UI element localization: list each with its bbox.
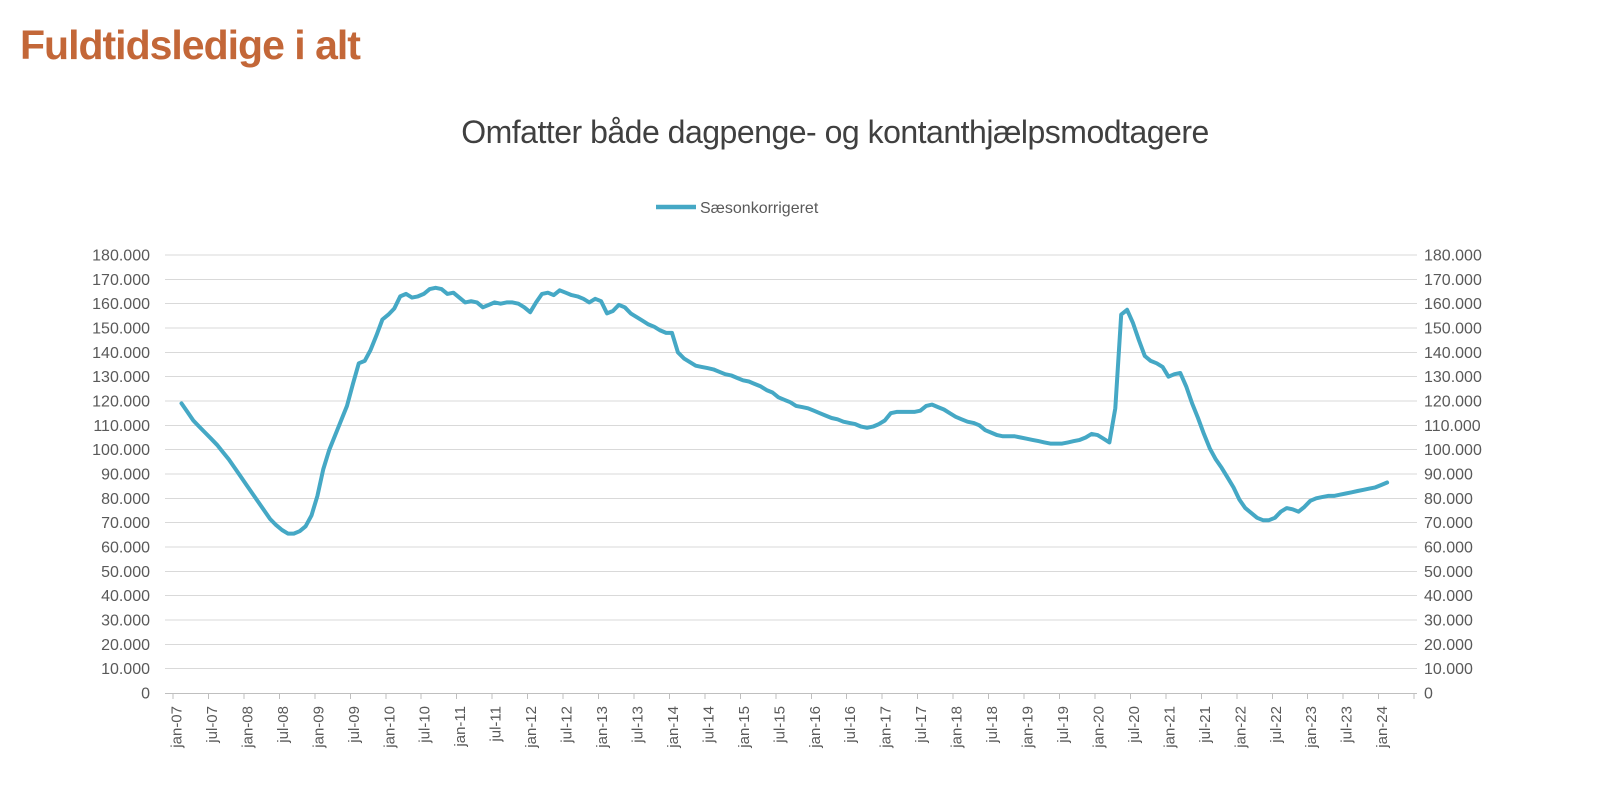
x-axis-label: jan-21 — [1161, 706, 1178, 749]
y-axis-label-left: 50.000 — [101, 564, 150, 581]
y-axis-label-right: 20.000 — [1424, 637, 1473, 654]
x-axis-label: jul-15 — [771, 706, 788, 744]
x-axis-label: jan-08 — [239, 706, 256, 749]
y-axis-label-left: 60.000 — [101, 540, 150, 557]
legend-label: Sæsonkorrigeret — [700, 200, 819, 217]
x-axis-label: jul-11 — [488, 706, 505, 743]
x-axis-label: jan-16 — [807, 706, 824, 749]
y-axis-label-left: 110.000 — [93, 418, 150, 435]
x-axis-label: jan-13 — [594, 706, 611, 749]
x-axis-label: jan-15 — [736, 706, 753, 749]
x-axis-label: jul-17 — [913, 706, 930, 744]
x-axis-label: jul-13 — [629, 706, 646, 744]
x-axis-label: jul-22 — [1268, 706, 1285, 744]
y-axis-label-right: 170.000 — [1424, 272, 1482, 289]
x-axis-label: jul-07 — [204, 706, 221, 744]
y-axis-label-left: 10.000 — [101, 661, 150, 678]
y-axis-label-left: 100.000 — [92, 442, 150, 459]
x-axis-label: jul-14 — [700, 706, 717, 744]
y-axis-label-right: 40.000 — [1424, 588, 1473, 605]
x-axis-label: jul-20 — [1126, 706, 1143, 744]
x-axis-label: jul-08 — [275, 706, 292, 744]
x-axis-label: jul-16 — [842, 706, 859, 744]
y-axis-label-right: 150.000 — [1424, 321, 1482, 338]
y-axis-label-right: 80.000 — [1424, 491, 1473, 508]
x-axis-label: jan-24 — [1374, 706, 1391, 749]
x-axis-label: jan-12 — [523, 706, 540, 749]
y-axis-label-right: 90.000 — [1424, 467, 1473, 484]
y-axis-label-right: 60.000 — [1424, 540, 1473, 557]
x-axis-label: jul-09 — [346, 706, 363, 744]
x-axis-label: jul-19 — [1055, 706, 1072, 744]
x-axis-label: jul-23 — [1339, 706, 1356, 744]
y-axis-label-right: 10.000 — [1424, 661, 1473, 678]
y-axis-label-left: 150.000 — [92, 321, 150, 338]
x-axis-label: jan-10 — [381, 706, 398, 749]
y-axis-label-right: 160.000 — [1424, 296, 1482, 313]
x-axis-label: jan-23 — [1303, 706, 1320, 749]
y-axis-label-left: 130.000 — [92, 369, 150, 386]
y-axis-label-right: 100.000 — [1424, 442, 1482, 459]
x-axis-label: jul-10 — [417, 706, 434, 744]
y-axis-label-left: 90.000 — [101, 467, 150, 484]
y-axis-label-right: 110.000 — [1424, 418, 1481, 435]
x-axis-label: jan-22 — [1232, 706, 1249, 749]
y-axis-label-left: 120.000 — [92, 394, 150, 411]
y-axis-label-left: 70.000 — [101, 515, 150, 532]
y-axis-label-left: 80.000 — [101, 491, 150, 508]
y-axis-label-left: 170.000 — [92, 272, 150, 289]
x-axis-label: jan-07 — [169, 706, 186, 749]
y-axis-label-left: 140.000 — [92, 345, 150, 362]
x-axis-label: jan-20 — [1090, 706, 1107, 749]
y-axis-label-right: 50.000 — [1424, 564, 1473, 581]
series-line-saesonkorrigeret — [179, 285, 1390, 536]
chart-title: Omfatter både dagpenge- og kontanthjælps… — [461, 114, 1209, 150]
page-title: Fuldtidsledige i alt — [20, 22, 361, 68]
y-axis-label-left: 180.000 — [92, 248, 150, 265]
y-axis-label-left: 40.000 — [101, 588, 150, 605]
y-axis-label-left: 20.000 — [101, 637, 150, 654]
y-axis-label-right: 180.000 — [1424, 248, 1482, 265]
y-axis-label-right: 140.000 — [1424, 345, 1482, 362]
x-axis-label: jul-18 — [984, 706, 1001, 744]
x-axis-label: jan-19 — [1020, 706, 1037, 749]
x-axis-label: jan-09 — [310, 706, 327, 749]
x-axis-label: jan-17 — [878, 706, 895, 749]
y-axis-label-right: 0 — [1424, 686, 1433, 703]
x-axis-label: jan-11 — [452, 706, 469, 748]
y-axis-label-left: 160.000 — [92, 296, 150, 313]
y-axis-label-right: 30.000 — [1424, 613, 1473, 630]
y-axis-label-left: 30.000 — [101, 613, 150, 630]
y-axis-label-right: 120.000 — [1424, 394, 1482, 411]
y-axis-label-right: 70.000 — [1424, 515, 1473, 532]
y-axis-label-left: 0 — [141, 686, 150, 703]
x-axis-label: jul-21 — [1197, 706, 1214, 744]
x-axis-label: jul-12 — [559, 706, 576, 744]
x-axis-label: jan-18 — [949, 706, 966, 749]
x-axis-label: jan-14 — [665, 706, 682, 749]
y-axis-label-right: 130.000 — [1424, 369, 1482, 386]
